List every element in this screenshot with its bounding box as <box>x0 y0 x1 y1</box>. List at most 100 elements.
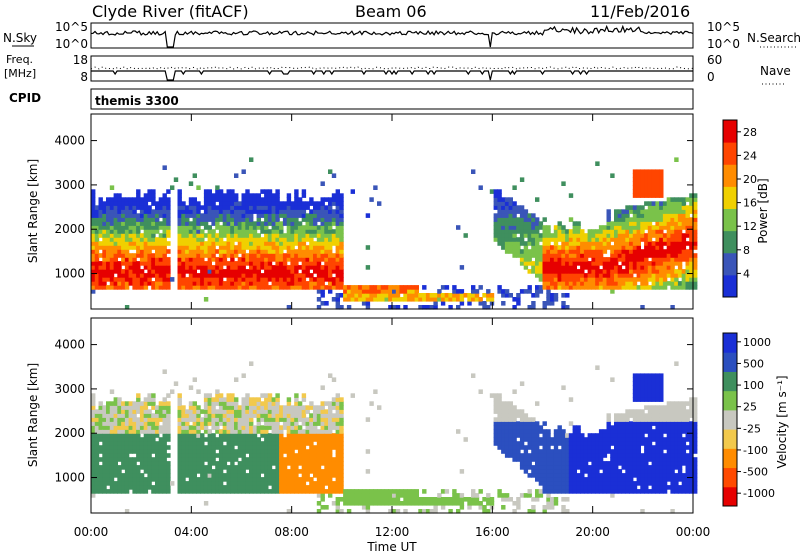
velocity-cell <box>629 409 634 414</box>
power-cell <box>617 233 623 238</box>
velocity-cell <box>132 409 137 414</box>
power-cell <box>659 261 664 266</box>
velocity-cell <box>98 413 103 418</box>
velocity-cell <box>271 453 276 458</box>
power-cell <box>203 205 209 210</box>
velocity-cell <box>215 461 220 466</box>
power-cell <box>493 217 498 222</box>
velocity-cell <box>237 461 243 466</box>
power-cell <box>670 237 675 242</box>
velocity-cell <box>497 413 502 418</box>
velocity-cell <box>328 449 333 454</box>
velocity-cell <box>294 433 299 438</box>
velocity-cell <box>282 425 288 430</box>
velocity-cell <box>384 501 389 506</box>
velocity-cell <box>580 469 585 474</box>
power-colorbar-tick: 28 <box>743 126 757 139</box>
power-cell <box>670 305 675 310</box>
power-cell <box>666 209 672 214</box>
velocity-cell <box>335 489 340 494</box>
velocity-cell <box>166 469 171 474</box>
power-cell <box>124 261 130 266</box>
power-cell <box>598 233 604 238</box>
power-cell <box>275 269 280 274</box>
velocity-cell <box>343 489 348 494</box>
power-cell <box>489 297 495 302</box>
velocity-cell <box>565 465 570 470</box>
power-cell <box>647 185 653 190</box>
power-cell <box>188 241 194 246</box>
power-cell <box>196 229 201 234</box>
velocity-cell <box>117 457 122 462</box>
power-cell <box>610 233 615 238</box>
velocity-cell <box>181 433 186 438</box>
velocity-cell <box>313 429 318 434</box>
power-cell <box>121 233 126 238</box>
power-cell <box>674 253 679 258</box>
power-cell <box>610 173 615 178</box>
power-cell <box>139 257 145 262</box>
power-cell <box>147 233 152 238</box>
power-cell <box>121 249 126 254</box>
velocity-cell <box>237 441 243 446</box>
velocity-cell <box>249 425 254 430</box>
velocity-cell <box>625 413 630 418</box>
velocity-cell <box>361 505 367 510</box>
velocity-cell <box>519 461 525 466</box>
velocity-cell <box>527 417 532 422</box>
velocity-cell <box>395 493 401 498</box>
power-cell <box>508 225 513 230</box>
power-cell <box>102 229 107 234</box>
velocity-cell <box>181 465 186 470</box>
power-cell <box>267 257 273 262</box>
velocity-cell <box>290 433 295 438</box>
power-cell <box>659 269 664 274</box>
power-cell <box>267 261 273 266</box>
velocity-cell <box>279 425 284 430</box>
freq-tick-bottom: 8 <box>80 70 88 84</box>
power-cell <box>640 269 645 274</box>
power-cell <box>271 193 276 198</box>
power-cell <box>606 269 611 274</box>
velocity-cell <box>320 505 325 510</box>
power-cell <box>662 209 668 214</box>
power-cell <box>651 253 656 258</box>
power-cell <box>200 237 205 242</box>
power-cell <box>275 193 280 198</box>
velocity-cell <box>207 429 212 434</box>
power-cell <box>162 245 167 250</box>
power-cell <box>313 209 318 214</box>
velocity-cell <box>297 469 303 474</box>
velocity-cell <box>98 429 103 434</box>
velocity-cell <box>128 473 133 478</box>
power-cell <box>621 229 626 234</box>
velocity-cell <box>200 441 205 446</box>
power-cell <box>565 249 570 254</box>
velocity-cell <box>215 421 220 426</box>
power-cell <box>316 305 322 310</box>
velocity-cell <box>128 405 133 410</box>
velocity-cell <box>158 473 164 478</box>
velocity-cell <box>158 441 164 446</box>
power-cell <box>583 273 589 278</box>
power-cell <box>583 257 589 262</box>
power-cell <box>328 281 333 286</box>
power-cell <box>222 201 228 206</box>
power-cell <box>267 277 273 282</box>
velocity-cell <box>136 469 141 474</box>
velocity-cell <box>493 433 498 438</box>
velocity-cell <box>527 465 532 470</box>
power-cell <box>647 269 653 274</box>
velocity-cell <box>452 501 457 506</box>
velocity-cell <box>365 509 371 514</box>
velocity-cell <box>542 509 547 514</box>
power-cell <box>331 229 337 234</box>
power-cell <box>106 205 111 210</box>
velocity-cell <box>452 493 457 498</box>
power-cell <box>328 221 333 226</box>
velocity-cell <box>102 465 107 470</box>
power-cell <box>651 205 656 210</box>
velocity-cell <box>531 441 536 446</box>
velocity-cell <box>124 417 130 422</box>
power-cell <box>644 253 649 258</box>
